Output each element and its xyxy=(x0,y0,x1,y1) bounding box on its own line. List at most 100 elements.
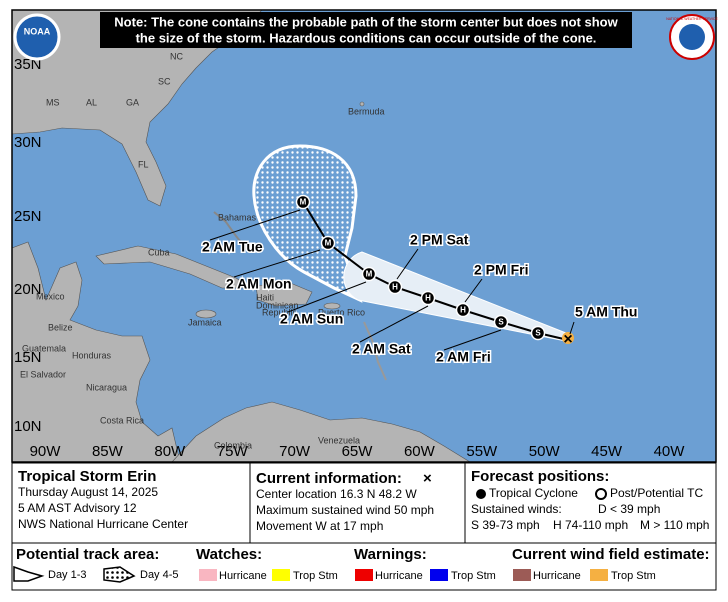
forecast-s: S 39-73 mph xyxy=(471,518,540,532)
forecast-symbol: H xyxy=(392,283,398,292)
warning-hurricane-swatch xyxy=(355,569,373,581)
legend-panel xyxy=(11,542,717,591)
place-label: Costa Rica xyxy=(100,415,144,425)
leader-line xyxy=(209,209,301,241)
place-label: AL xyxy=(86,97,97,107)
current-title: Current information: xyxy=(256,470,402,487)
storm-advisory: 5 AM AST Advisory 12 xyxy=(18,501,137,515)
warning-tropstm-swatch xyxy=(430,569,448,581)
forecast-point xyxy=(455,302,471,318)
forecast-d: D < 39 mph xyxy=(598,502,660,516)
place-label: Honduras xyxy=(72,350,112,360)
tropical-icon xyxy=(476,489,486,499)
forecast-point xyxy=(420,290,436,306)
leader-line xyxy=(396,248,419,280)
note-box xyxy=(100,12,632,48)
wind-title: Current wind field estimate: xyxy=(512,546,710,563)
place-label: Guatemala xyxy=(22,343,66,353)
place-label: Bahamas xyxy=(218,212,257,222)
day45-swatch xyxy=(103,566,136,583)
nws-logo-inner xyxy=(679,24,705,50)
note-line: the size of the storm. Hazardous conditi… xyxy=(136,30,597,45)
place-label: Mexico xyxy=(36,291,65,301)
warnings-title: Warnings: xyxy=(354,546,427,563)
wind-field xyxy=(562,332,574,344)
current-line: Maximum sustained wind 50 mph xyxy=(256,503,434,517)
lon-label: 85W xyxy=(92,443,124,460)
watch-label: Hurricane xyxy=(219,570,267,582)
place-label: FL xyxy=(138,159,149,169)
leader-line xyxy=(464,278,483,303)
forecast-point xyxy=(320,235,336,251)
forecast-point xyxy=(530,325,546,341)
land xyxy=(12,10,471,462)
wind-label: Trop Stm xyxy=(611,570,656,582)
track-time-label: 2 AM Mon xyxy=(226,276,292,292)
lat-label: 20N xyxy=(14,281,42,298)
track-time-label: 2 PM Sat xyxy=(410,232,469,248)
lon-label: 55W xyxy=(466,443,498,460)
day13-swatch xyxy=(13,565,45,582)
lon-label: 75W xyxy=(217,443,249,460)
current-time-label: 5 AM Thu xyxy=(575,304,637,320)
forecast-symbol: M xyxy=(325,239,332,248)
place-label: Republic xyxy=(262,307,298,317)
nws-logo-text: NATIONAL WEATHER SERVICE xyxy=(666,17,718,21)
warning-label: Hurricane xyxy=(375,570,423,582)
track-title: Potential track area: xyxy=(16,546,159,563)
lon-label: 70W xyxy=(279,443,311,460)
leader-line xyxy=(443,329,502,351)
forecast-symbol: M xyxy=(366,270,373,279)
forecast-point xyxy=(493,314,509,330)
lon-label: 45W xyxy=(591,443,623,460)
place-label: MS xyxy=(46,97,60,107)
lat-label: 25N xyxy=(14,208,42,225)
lon-label: 60W xyxy=(404,443,436,460)
forecast-point xyxy=(361,266,377,282)
bermuda-island xyxy=(359,101,365,107)
track-time-label: 2 AM Sun xyxy=(280,311,343,327)
map: S S H H H M M M × xyxy=(12,10,716,462)
wind-tropstm-swatch xyxy=(590,569,608,581)
forecast-point xyxy=(295,194,311,210)
place-label: Puerto Rico xyxy=(318,307,365,317)
forecast-symbol: M xyxy=(300,198,307,207)
lat-label: 10N xyxy=(14,418,42,435)
place-label: Venezuela xyxy=(318,435,360,445)
day13-label: Day 1-3 xyxy=(48,569,87,581)
current-line: Movement W at 17 mph xyxy=(256,519,383,533)
leader-line xyxy=(287,281,367,313)
lon-label: 40W xyxy=(654,443,686,460)
lon-label: 80W xyxy=(154,443,186,460)
place-label: GA xyxy=(126,97,139,107)
current-position: × xyxy=(563,331,572,348)
forecast-sustained: Sustained winds: xyxy=(471,502,562,516)
forecast-h: H 74-110 mph xyxy=(553,518,628,532)
cone-day-4-5 xyxy=(252,144,363,303)
place-label: Jamaica xyxy=(188,317,222,327)
place-label: Nicaragua xyxy=(86,382,127,392)
place-label: Colombia xyxy=(214,440,252,450)
watch-label: Trop Stm xyxy=(293,570,338,582)
lat-label: 30N xyxy=(14,134,42,151)
map-frame xyxy=(11,9,717,463)
lon-label: 90W xyxy=(30,443,62,460)
place-label: Belize xyxy=(48,322,73,332)
storm-name: Tropical Storm Erin xyxy=(18,468,156,485)
track-time-label: 2 PM Fri xyxy=(474,262,528,278)
jamaica xyxy=(195,309,217,319)
track: S S H H H M M M × xyxy=(295,194,574,348)
note-line: Note: The cone contains the probable pat… xyxy=(114,14,618,29)
map-labels: 90W 85W 80W 75W 70W 65W 60W 55W 50W 45W 40W35N30N2… xyxy=(14,24,685,460)
place-label: El Salvador xyxy=(20,369,66,379)
current-line: Center location 16.3 N 48.2 W xyxy=(256,487,417,501)
leader-line xyxy=(359,305,429,343)
current-symbol: × xyxy=(423,470,432,487)
lat-label: 15N xyxy=(14,349,42,366)
legend: Tropical Storm Erin Thursday August 14, … xyxy=(11,462,717,591)
lesser-antilles xyxy=(363,321,387,381)
cuba xyxy=(95,245,254,289)
lon-label: 65W xyxy=(342,443,374,460)
